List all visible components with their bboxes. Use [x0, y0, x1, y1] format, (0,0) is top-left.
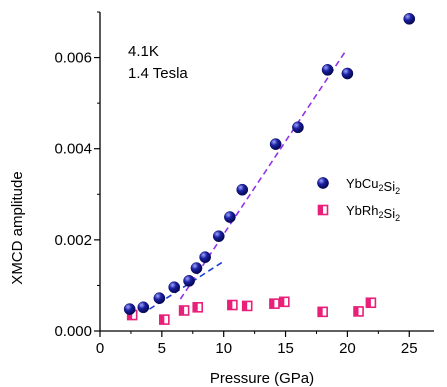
square-marker-fill: [159, 315, 165, 325]
square-marker-fill: [318, 205, 323, 215]
square-marker-fill: [227, 300, 233, 310]
sphere-marker: [168, 281, 181, 294]
sphere-marker: [212, 230, 225, 243]
field-annotation: 1.4 Tesla: [128, 65, 188, 82]
sphere-marker: [190, 262, 203, 274]
sphere-marker: [137, 301, 150, 314]
sphere-marker: [403, 12, 416, 25]
sphere-marker: [236, 183, 249, 196]
x-axis-label: Pressure (GPa): [210, 370, 314, 387]
square-marker-fill: [193, 302, 198, 312]
x-tick-label: 5: [158, 340, 166, 357]
data-markers: [123, 12, 416, 325]
square-marker-fill: [366, 298, 371, 308]
x-tick-label: 20: [339, 340, 356, 357]
square-marker-fill: [279, 297, 285, 307]
sphere-marker: [321, 64, 334, 76]
fit-lines: [149, 51, 346, 310]
square-marker-fill: [269, 299, 275, 309]
square-marker-fill: [242, 301, 248, 311]
sphere-marker: [123, 303, 136, 315]
y-axis-label: XMCD amplitude: [9, 171, 26, 284]
y-tick-label: 0.006: [54, 50, 92, 67]
legend-label-ybcu2si2: YbCu2Si2: [346, 176, 400, 196]
temperature-annotation: 4.1K: [128, 43, 159, 60]
sphere-marker: [269, 138, 282, 151]
x-tick-label: 25: [401, 340, 418, 357]
sphere-marker: [183, 275, 195, 287]
y-tick-label: 0.000: [54, 323, 92, 340]
square-marker-fill: [179, 305, 185, 315]
x-tick-label: 10: [215, 340, 232, 357]
y-tick-label: 0.002: [54, 232, 92, 249]
sphere-marker: [341, 67, 354, 80]
y-tick-label: 0.004: [54, 141, 92, 158]
x-tick-label: 0: [96, 340, 104, 357]
square-marker-fill: [127, 310, 133, 320]
sphere-marker: [199, 251, 211, 264]
sphere-marker: [292, 121, 304, 134]
x-tick-label: 15: [277, 340, 294, 357]
square-marker-fill: [354, 306, 359, 316]
sphere-marker: [224, 211, 236, 223]
legend: YbCu2Si2 YbRh2Si2: [317, 176, 400, 223]
sphere-marker: [153, 292, 166, 305]
square-marker-fill: [318, 307, 323, 317]
annotation-block: 4.1K 1.4 Tesla: [128, 43, 188, 82]
legend-label-ybrh2si2: YbRh2Si2: [346, 203, 400, 223]
sphere-marker: [317, 177, 329, 189]
axes: 0 5 10 15 20 25 0.000 0.002 0.004 0.006: [54, 11, 434, 357]
